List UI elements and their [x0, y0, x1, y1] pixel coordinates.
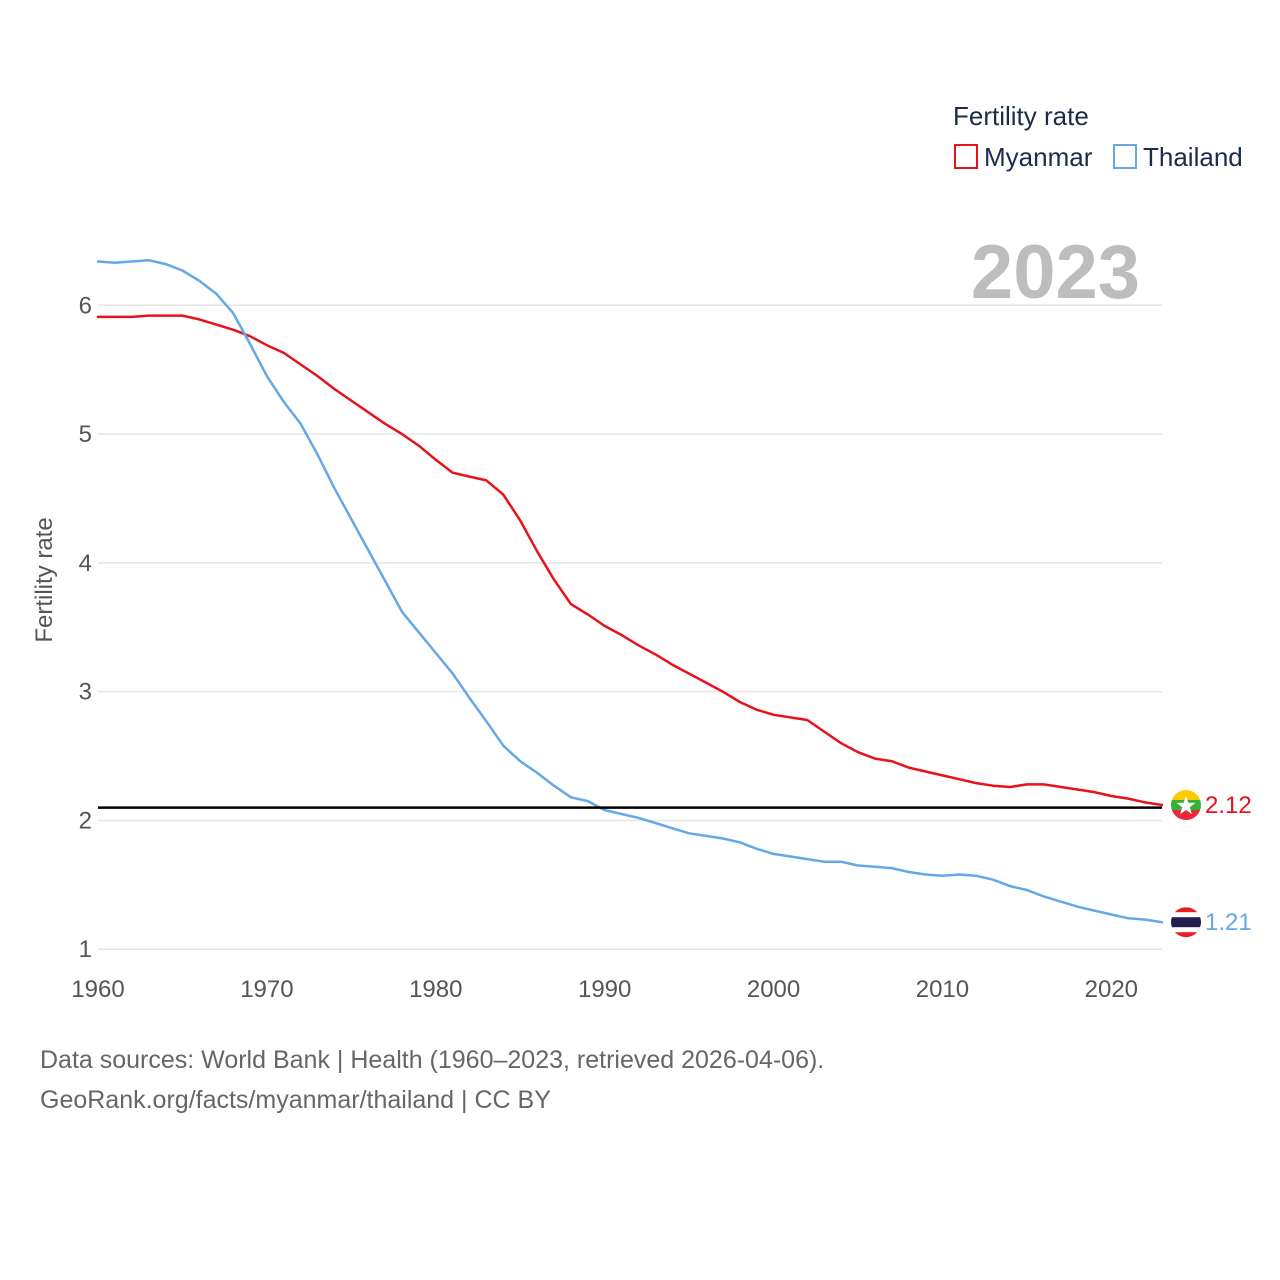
flag-band-red — [1171, 809, 1201, 820]
series-line-myanmar — [96, 314, 1164, 807]
end-label-thailand: 1.21 — [1205, 909, 1252, 936]
x-tick-label-1970: 1970 — [240, 976, 293, 1003]
myanmar-flag-icon — [1171, 789, 1201, 820]
legend-item-myanmar[interactable]: Myanmar — [954, 142, 1093, 172]
y-axis-title: Fertility rate — [31, 517, 58, 642]
data-sources-note: Data sources: World Bank | Health (1960–… — [40, 1046, 825, 1074]
x-tick-label-1990: 1990 — [578, 976, 631, 1003]
axes: 1 2 3 4 5 6 1960 1970 1980 1990 2000 2010 2020 — [71, 292, 1138, 1003]
legend-title: Fertility rate — [953, 101, 1089, 131]
footer: Data sources: World Bank | Health (1960–… — [40, 1040, 824, 1120]
y-tick-label-6: 6 — [79, 292, 92, 319]
flag-band-yellow — [1171, 789, 1201, 800]
series-line-thailand — [96, 258, 1164, 924]
legend: Fertility rate Myanmar Thailand — [953, 101, 1243, 172]
y-tick-label-4: 4 — [79, 550, 92, 577]
legend-label-myanmar: Myanmar — [984, 142, 1093, 172]
year-label: 2023 — [971, 230, 1140, 315]
gridlines — [98, 304, 1162, 950]
y-tick-label-5: 5 — [79, 421, 92, 448]
y-tick-label-2: 2 — [79, 807, 92, 834]
legend-swatch-myanmar — [954, 144, 978, 169]
credit-link[interactable]: GeoRank.org/facts/myanmar/thailand | CC … — [40, 1086, 551, 1114]
end-label-myanmar: 2.12 — [1205, 792, 1252, 819]
x-tick-label-1960: 1960 — [71, 976, 124, 1003]
x-tick-label-1980: 1980 — [409, 976, 462, 1003]
series-lines — [96, 258, 1164, 924]
x-tick-label-2010: 2010 — [916, 976, 969, 1003]
x-tick-label-2000: 2000 — [747, 976, 800, 1003]
flag-band-red-bottom — [1171, 932, 1201, 938]
thailand-flag-icon — [1171, 907, 1201, 938]
legend-swatch-thailand — [1113, 144, 1137, 169]
y-tick-label-1: 1 — [79, 936, 92, 963]
legend-label-thailand: Thailand — [1143, 142, 1243, 172]
flag-star-icon — [1176, 796, 1196, 815]
flag-band-red-top — [1171, 907, 1201, 913]
legend-item-thailand[interactable]: Thailand — [1113, 142, 1243, 172]
end-labels: 2.12 1.21 — [1171, 789, 1252, 938]
x-tick-label-2020: 2020 — [1085, 976, 1138, 1003]
flag-band-blue — [1171, 917, 1201, 928]
y-tick-label-3: 3 — [79, 679, 92, 706]
